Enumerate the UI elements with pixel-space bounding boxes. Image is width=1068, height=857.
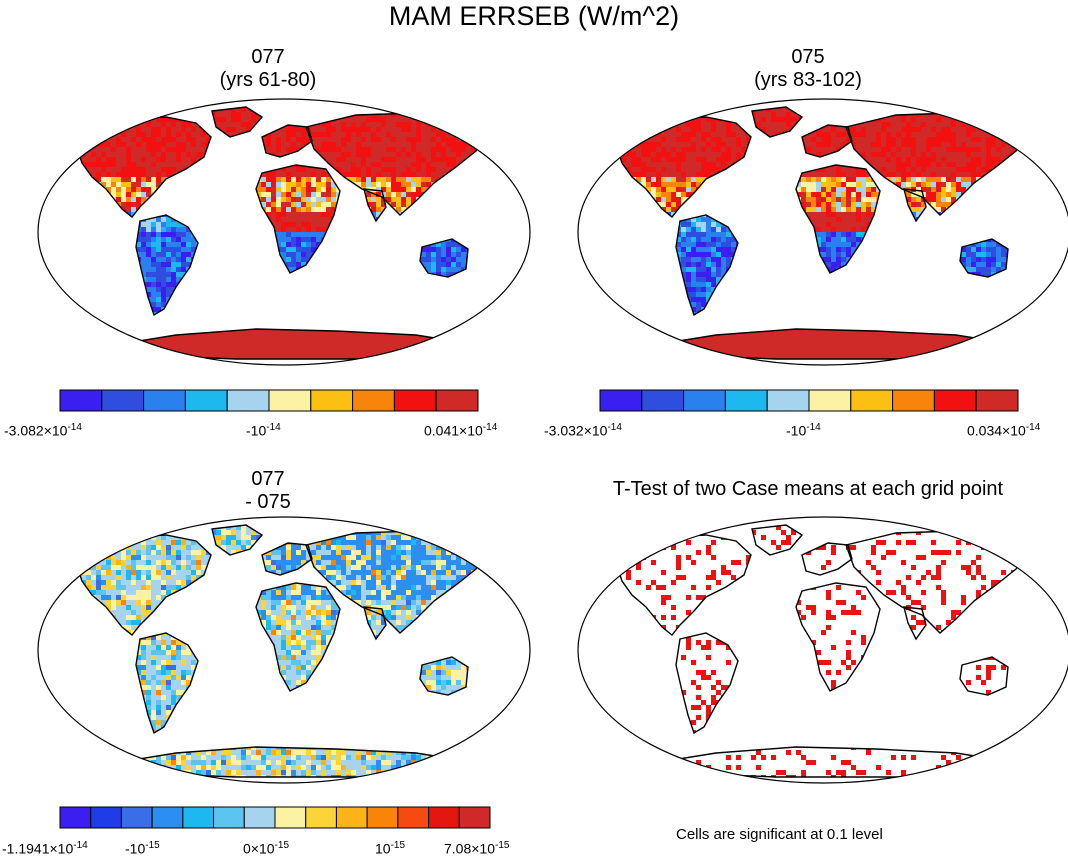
panel-3-diff-label: - 075 (168, 491, 368, 514)
colorbar-diff-max-label: 7.08×10-15 (444, 838, 509, 857)
coastline (675, 632, 739, 735)
coastline (211, 524, 264, 556)
coastline (795, 164, 881, 274)
coastline (959, 238, 1009, 278)
coastline (255, 164, 341, 274)
colorbar-swatch (428, 806, 460, 829)
coastline (255, 582, 341, 692)
colorbar-swatch (435, 389, 479, 412)
colorbar-swatch (182, 806, 215, 829)
colorbar-swatch (366, 806, 399, 829)
colorbar-077-mid-label: -10-14 (246, 420, 281, 439)
panel-1-years-label: (yrs 61-80) (168, 69, 368, 92)
map-frame (37, 98, 531, 366)
colorbar-swatch (892, 389, 935, 412)
coastline (751, 524, 804, 556)
colorbar-swatch (724, 389, 768, 412)
colorbar-swatch (90, 806, 122, 829)
colorbar-swatch (352, 389, 395, 412)
colorbar-swatch (850, 389, 894, 412)
colorbar-swatch (310, 389, 354, 412)
colorbar-swatch (335, 806, 368, 829)
panel-2-years-label: (yrs 83-102) (708, 69, 908, 92)
panel-4-title: T-Test of two Case means at each grid po… (548, 478, 1068, 501)
colorbar-swatch (683, 389, 726, 412)
colorbar-swatch (184, 389, 228, 412)
colorbar-swatch (274, 806, 307, 829)
colorbar-swatch (243, 806, 276, 829)
colorbar-diff-zero-label: 0×10-15 (243, 838, 289, 857)
coastline (751, 106, 804, 138)
map-panel-077 (37, 98, 531, 366)
coastline (363, 606, 387, 641)
coastline (135, 632, 199, 735)
colorbar-swatch (226, 389, 270, 412)
colorbar-075-mid-label: -10-14 (786, 420, 821, 439)
colorbar-swatch (397, 806, 430, 829)
map-panel-difference (37, 516, 531, 784)
coastline (211, 106, 264, 138)
colorbar-swatch (268, 389, 312, 412)
colorbar-swatch (641, 389, 685, 412)
colorbar-difference (59, 806, 491, 829)
colorbar-swatch (151, 806, 184, 829)
coastline (135, 214, 199, 317)
colorbar-swatch (59, 389, 103, 412)
map-panel-075 (577, 98, 1068, 366)
colorbar-077-max-label: 0.041×10-14 (424, 420, 497, 439)
colorbar-swatch (101, 389, 145, 412)
colorbar-075-max-label: 0.034×10-14 (967, 420, 1040, 439)
coastline (419, 656, 469, 696)
colorbar-diff-pos-label: 10-15 (375, 838, 405, 857)
colorbar-swatch (458, 806, 491, 829)
coastline (261, 124, 313, 158)
colorbar-swatch (393, 389, 437, 412)
colorbar-swatch (975, 389, 1019, 412)
ttest-title: T-Test of two Case means at each grid po… (548, 478, 1068, 501)
coastline (959, 656, 1009, 696)
colorbar-077-min-label: -3.082×10-14 (4, 420, 82, 439)
map-frame (577, 98, 1068, 366)
map-panel-ttest (577, 516, 1068, 784)
colorbar-diff-min-label: -1.1941×10-14 (2, 838, 88, 857)
colorbar-swatch (59, 806, 92, 829)
coastline (795, 582, 881, 692)
panel-1-case-label: 077 (168, 46, 368, 69)
coastline (903, 188, 927, 223)
colorbar-075 (599, 389, 1019, 412)
colorbar-swatch (599, 389, 643, 412)
colorbar-swatch (213, 806, 245, 829)
colorbar-swatch (143, 389, 186, 412)
map-frame (577, 516, 1068, 784)
coastline (801, 542, 853, 576)
coastline (801, 124, 853, 158)
colorbar-swatch (808, 389, 852, 412)
panel-2-title: 075 (yrs 83-102) (708, 46, 908, 92)
coastline (419, 238, 469, 278)
panel-1-title: 077 (yrs 61-80) (168, 46, 368, 92)
significance-note: Cells are significant at 0.1 level (676, 826, 883, 843)
colorbar-075-min-label: -3.032×10-14 (544, 420, 622, 439)
coastline (903, 606, 927, 641)
colorbar-swatch (766, 389, 810, 412)
main-title: MAM ERRSEB (W/m^2) (0, 0, 1068, 32)
map-frame (37, 516, 531, 784)
panel-3-case-label: 077 (168, 468, 368, 491)
coastline (261, 542, 313, 576)
panel-2-case-label: 075 (708, 46, 908, 69)
coastline (363, 188, 387, 223)
colorbar-swatch (933, 389, 977, 412)
colorbar-077 (59, 389, 479, 412)
panel-3-title: 077 - 075 (168, 468, 368, 514)
colorbar-swatch (120, 806, 153, 829)
colorbar-diff-neg-label: -10-15 (125, 838, 160, 857)
colorbar-swatch (305, 806, 337, 829)
coastline (675, 214, 739, 317)
